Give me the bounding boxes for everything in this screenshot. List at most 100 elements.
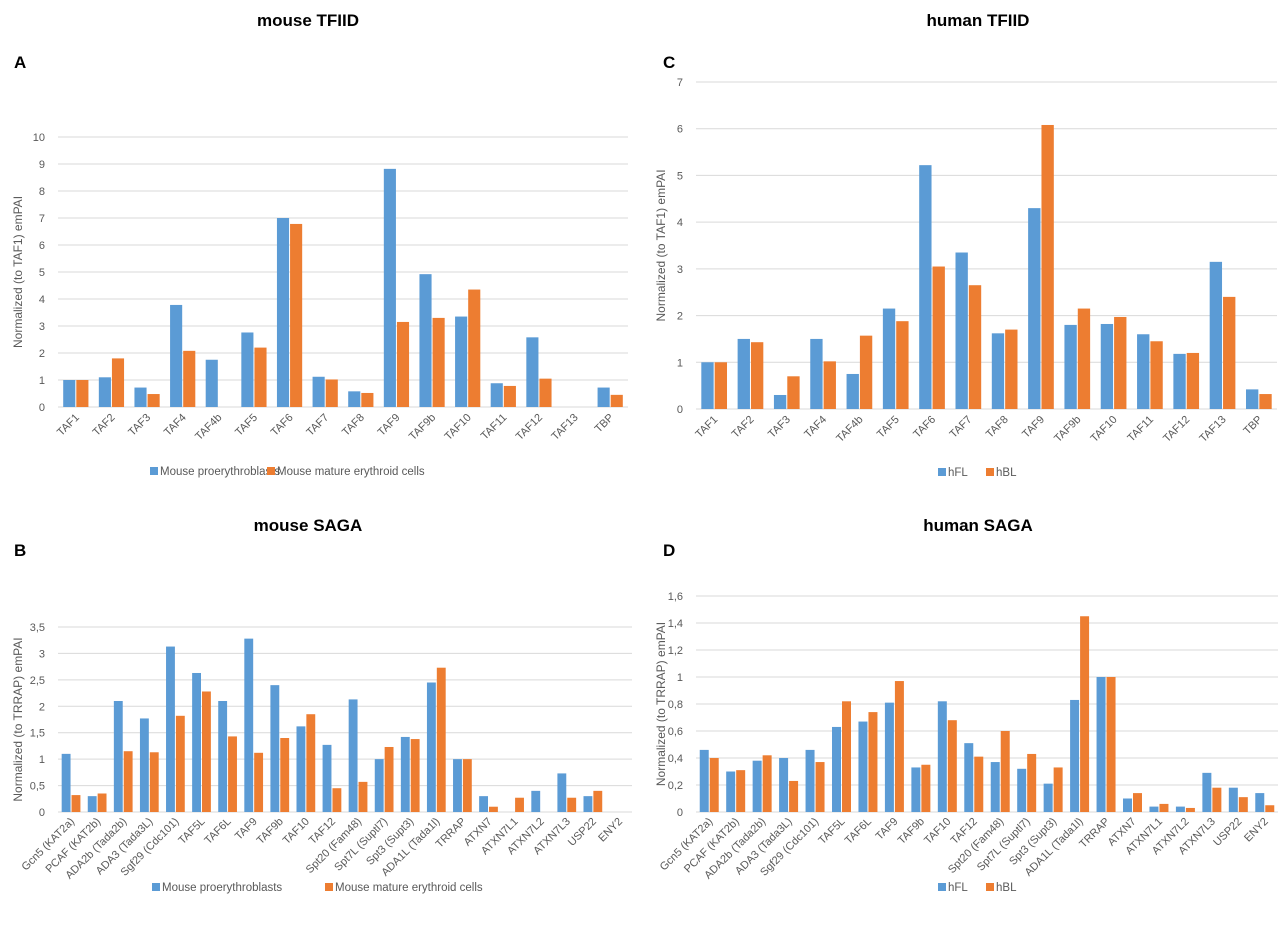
x-tick-label: TAF5L [816, 816, 847, 847]
bar-series1 [752, 760, 762, 812]
chart-svg: human TFIID C 0 1 2 3 4 5 6 7 Normalized (to TAF1)… [654, 11, 1277, 479]
bar-series1 [1149, 806, 1159, 812]
x-tick-label: TAF10 [443, 412, 474, 443]
bar-series2 [123, 751, 133, 812]
x-tick-label: TAF13 [549, 412, 580, 443]
y-tick-label: 9 [39, 159, 45, 171]
bar-series2 [76, 380, 89, 407]
bar-series2 [1077, 308, 1091, 409]
chart-title: mouse SAGA [254, 516, 363, 535]
y-tick-label: 1 [39, 375, 45, 387]
bar-series2 [280, 738, 290, 812]
bar-series1 [322, 744, 332, 812]
y-tick-label: 2 [39, 701, 45, 713]
y-tick-label: 3,5 [30, 622, 45, 634]
bar-series1 [846, 373, 859, 409]
y-tick-label: 0 [39, 807, 45, 819]
y-tick-label: 8 [39, 186, 45, 198]
bar-series2 [709, 758, 719, 812]
bar-series2 [332, 788, 342, 812]
x-tick-label: ENY2 [1242, 816, 1271, 845]
bar-series2 [1238, 797, 1248, 812]
legend-swatch [325, 883, 333, 891]
bar-series1 [205, 359, 218, 407]
bar-series1 [773, 394, 787, 409]
bar-series1 [400, 736, 410, 812]
bar-series2 [714, 362, 728, 409]
bar-series2 [750, 342, 764, 409]
y-tick-label: 3 [39, 648, 45, 660]
bar-series2 [859, 335, 873, 409]
bar-series1 [419, 274, 432, 407]
bar-series1 [139, 718, 149, 812]
bar-series2 [202, 691, 211, 812]
x-tick-label: TAF4b [193, 412, 224, 443]
legend-label: Mouse mature erythroid cells [335, 882, 483, 894]
bar-series1 [98, 377, 111, 407]
x-tick-label: TBP [1241, 414, 1265, 438]
y-tick-label: 1,4 [668, 618, 683, 630]
bar-series2 [396, 321, 410, 407]
bar-series1 [1173, 353, 1186, 409]
bar-series1 [63, 380, 76, 407]
x-tick-label: TAF9b [1052, 414, 1083, 445]
bar-series2 [1080, 616, 1090, 812]
legend-label: Mouse proerythroblasts [160, 466, 280, 478]
bar-series1 [805, 749, 815, 812]
x-tick-label: TAF4b [834, 414, 865, 445]
y-axis-label: Normalized (to TAF1) emPAI [11, 196, 25, 348]
bar-series1 [919, 165, 932, 409]
legend-swatch [150, 467, 158, 475]
bar-series1 [1228, 787, 1238, 812]
x-tick-label: TAF6 [269, 412, 296, 439]
bar-series2 [593, 790, 603, 812]
bar-series2 [410, 739, 420, 812]
bar-series1 [453, 759, 462, 812]
y-tick-label: 0 [39, 402, 45, 414]
chart-mouse-saga: mouse SAGA B 0 0,5 1 1,5 2 2,5 3 3,5 Normalized (t… [0, 490, 640, 930]
bar-series2 [789, 780, 799, 812]
y-tick-label: 7 [39, 213, 45, 225]
x-tick-label: TAF2 [91, 412, 118, 439]
bar-series2 [228, 736, 237, 812]
legend-swatch [986, 883, 994, 891]
bar-series2 [462, 759, 472, 812]
chart-title: human TFIID [927, 11, 1030, 30]
bar-series2 [254, 347, 267, 407]
chart-svg: human SAGA D 0 0,2 0,4 0,6 0,8 1 1,2 1,4 1,6 Normal… [654, 516, 1278, 894]
bar-series2 [290, 223, 303, 407]
chart-title: mouse TFIID [257, 11, 359, 30]
x-tick-label: TAF11 [1125, 414, 1156, 445]
x-tick-label: TAF9 [1020, 414, 1047, 441]
x-tick-label: ENY2 [596, 816, 625, 845]
bar-series1 [557, 773, 567, 812]
chart-svg: mouse TFIID A 0 1 2 3 4 5 6 7 8 9 10 Normalized (to T… [11, 11, 628, 478]
bar-series1 [1245, 389, 1259, 409]
x-tick-label: TAF4 [162, 412, 189, 439]
bar-series2 [1000, 731, 1010, 812]
chart-svg: mouse SAGA B 0 0,5 1 1,5 2 2,5 3 3,5 Normalized (t… [11, 516, 632, 894]
bar-series2 [489, 806, 498, 812]
x-tick-label: TBP [593, 412, 617, 436]
y-axis-label: Normalized (to TRRAP) emPAI [654, 622, 668, 786]
bar-series2 [1114, 316, 1127, 409]
bar-series1 [1202, 772, 1212, 812]
y-tick-label: 4 [39, 294, 45, 306]
bar-series2 [1159, 803, 1169, 812]
bar-series1 [270, 685, 280, 812]
y-tick-label: 3 [39, 321, 45, 333]
bar-series1 [87, 796, 97, 812]
bar-series1 [583, 796, 593, 812]
y-tick-label: 1,6 [668, 591, 683, 603]
x-tick-label: TAF7 [304, 412, 331, 439]
x-tick-label: TAF5 [875, 414, 902, 441]
bar-series2 [1150, 341, 1163, 409]
y-tick-label: 0,6 [668, 726, 683, 738]
bar-series1 [911, 767, 921, 812]
bar-series1 [1028, 208, 1041, 409]
bar-series1 [166, 646, 175, 812]
chart-title: human SAGA [923, 516, 1033, 535]
bar-series1 [964, 743, 974, 812]
bar-series1 [348, 699, 358, 812]
